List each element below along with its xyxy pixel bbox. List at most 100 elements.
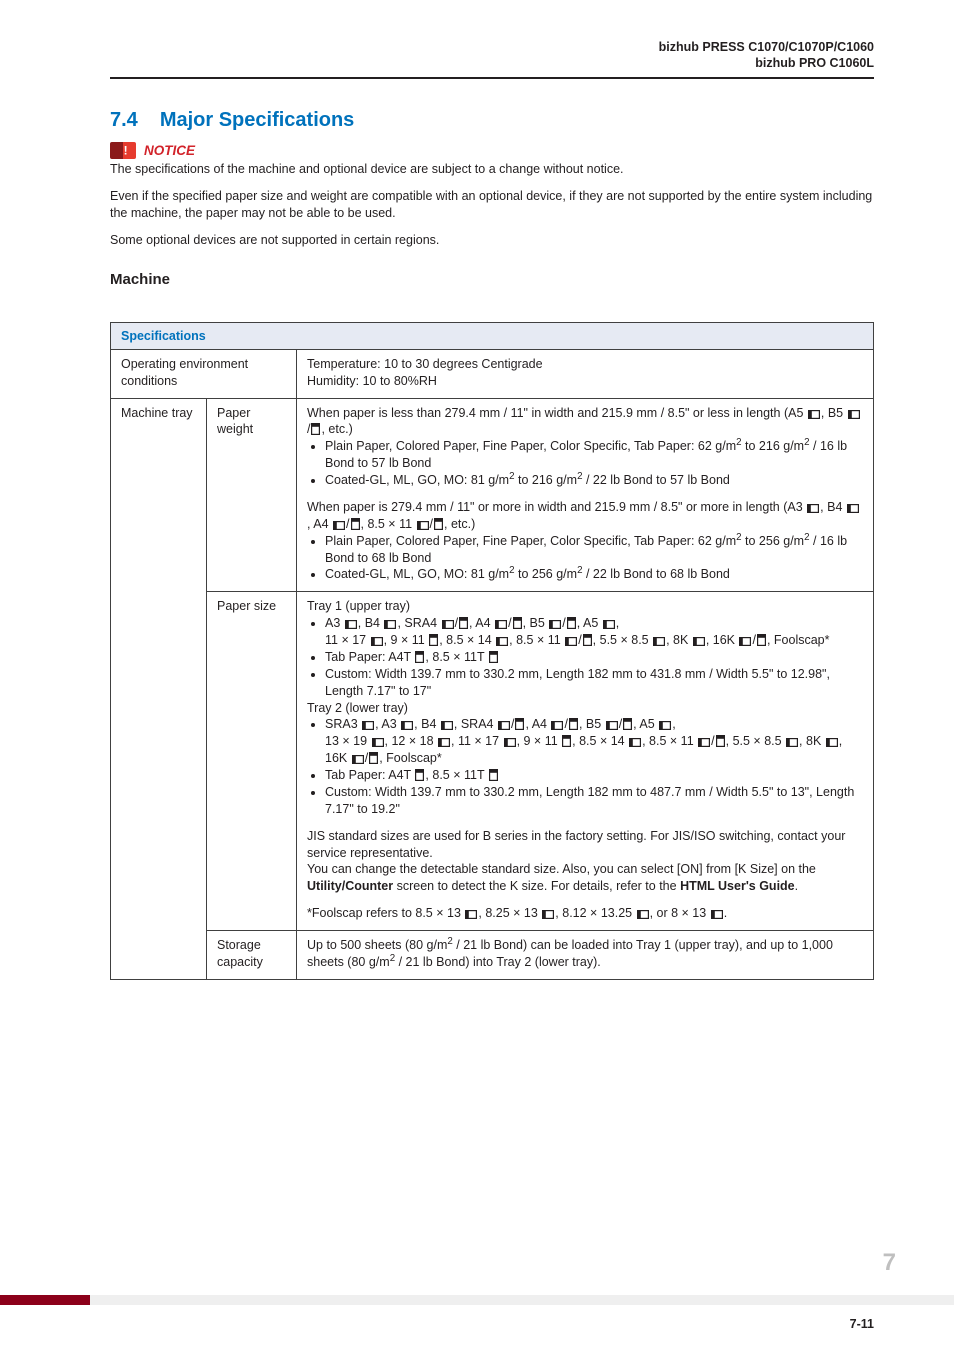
- landscape-icon: [372, 738, 384, 747]
- portrait-icon: [415, 651, 424, 663]
- portrait-icon: [489, 769, 498, 781]
- env-cond-value: Temperature: 10 to 30 degrees Centigrade…: [297, 349, 874, 398]
- list-item: Tab Paper: A4T , 8.5 × 11T: [325, 649, 863, 666]
- notice-para-3: Some optional devices are not supported …: [110, 232, 874, 249]
- portrait-icon: [515, 718, 524, 730]
- landscape-icon: [848, 410, 860, 419]
- storage-capacity-value: Up to 500 sheets (80 g/m2 / 21 lb Bond) …: [297, 931, 874, 980]
- pw-block-2: When paper is 279.4 mm / 11" or more in …: [307, 499, 863, 583]
- landscape-icon: [345, 620, 357, 629]
- landscape-icon: [384, 620, 396, 629]
- ps-foolscap: *Foolscap refers to 8.5 × 13 , 8.25 × 13…: [307, 905, 863, 922]
- section-number: 7.4: [110, 109, 138, 132]
- portrait-icon: [562, 735, 571, 747]
- landscape-icon: [606, 721, 618, 730]
- table-header: Specifications: [111, 322, 874, 349]
- landscape-icon: [565, 637, 577, 646]
- landscape-icon: [808, 410, 820, 419]
- footer-band-dark: [0, 1295, 90, 1305]
- section-title: Major Specifications: [160, 109, 355, 131]
- list-item: Plain Paper, Colored Paper, Fine Paper, …: [325, 533, 863, 567]
- landscape-icon: [698, 738, 710, 747]
- portrait-icon: [415, 769, 424, 781]
- subheading-machine: Machine: [110, 271, 874, 288]
- list-item: SRA3 , A3 , B4 , SRA4 /, A4 /, B5 /, A5 …: [325, 716, 863, 767]
- portrait-icon: [429, 634, 438, 646]
- landscape-icon: [441, 721, 453, 730]
- header-rule: [110, 77, 874, 79]
- footer-band: [0, 1295, 954, 1305]
- landscape-icon: [603, 620, 615, 629]
- landscape-icon: [637, 910, 649, 919]
- chapter-number: 7: [883, 1249, 896, 1277]
- env-temp: Temperature: 10 to 30 degrees Centigrade: [307, 357, 543, 371]
- paper-weight-label: Paper weight: [207, 398, 297, 592]
- notice-row: NOTICE: [110, 142, 874, 159]
- page-number: 7-11: [850, 1317, 874, 1331]
- landscape-icon: [465, 910, 477, 919]
- env-cond-label: Operating environment conditions: [111, 349, 297, 398]
- section-heading: 7.4 Major Specifications: [110, 109, 874, 132]
- table-row: Machine tray Paper weight When paper is …: [111, 398, 874, 592]
- portrait-icon: [459, 617, 468, 629]
- list-item: Plain Paper, Colored Paper, Fine Paper, …: [325, 438, 863, 472]
- landscape-icon: [496, 637, 508, 646]
- portrait-icon: [434, 518, 443, 530]
- landscape-icon: [498, 721, 510, 730]
- list-item: Coated-GL, ML, GO, MO: 81 g/m2 to 256 g/…: [325, 566, 863, 583]
- list-item: Custom: Width 139.7 mm to 330.2 mm, Leng…: [325, 666, 863, 700]
- landscape-icon: [551, 721, 563, 730]
- landscape-icon: [739, 637, 751, 646]
- notice-para-1: The specifications of the machine and op…: [110, 161, 874, 178]
- landscape-icon: [333, 521, 345, 530]
- table-row: Paper size Tray 1 (upper tray) A3 , B4 ,…: [111, 592, 874, 931]
- list-item: Custom: Width 139.7 mm to 330.2 mm, Leng…: [325, 784, 863, 818]
- header-line1: bizhub PRESS C1070/C1070P/C1060: [110, 40, 874, 56]
- storage-capacity-label: Storage capacity: [207, 931, 297, 980]
- list-item: A3 , B4 , SRA4 /, A4 /, B5 /, A5 , 11 × …: [325, 615, 863, 649]
- notice-para-2: Even if the specified paper size and wei…: [110, 188, 874, 222]
- landscape-icon: [352, 755, 364, 764]
- notice-label: NOTICE: [144, 143, 195, 158]
- portrait-icon: [716, 735, 725, 747]
- portrait-icon: [567, 617, 576, 629]
- landscape-icon: [401, 721, 413, 730]
- landscape-icon: [826, 738, 838, 747]
- landscape-icon: [549, 620, 561, 629]
- portrait-icon: [513, 617, 522, 629]
- landscape-icon: [438, 738, 450, 747]
- landscape-icon: [693, 637, 705, 646]
- portrait-icon: [351, 518, 360, 530]
- machine-tray-label: Machine tray: [111, 398, 207, 979]
- landscape-icon: [371, 637, 383, 646]
- portrait-icon: [583, 634, 592, 646]
- specifications-table: Specifications Operating environment con…: [110, 322, 874, 980]
- landscape-icon: [711, 910, 723, 919]
- landscape-icon: [417, 521, 429, 530]
- list-item: Tab Paper: A4T , 8.5 × 11T: [325, 767, 863, 784]
- doc-header: bizhub PRESS C1070/C1070P/C1060 bizhub P…: [110, 40, 874, 71]
- portrait-icon: [623, 718, 632, 730]
- portrait-icon: [311, 423, 320, 435]
- landscape-icon: [629, 738, 641, 747]
- portrait-icon: [757, 634, 766, 646]
- landscape-icon: [442, 620, 454, 629]
- landscape-icon: [653, 637, 665, 646]
- landscape-icon: [786, 738, 798, 747]
- portrait-icon: [569, 718, 578, 730]
- landscape-icon: [659, 721, 671, 730]
- env-humidity: Humidity: 10 to 80%RH: [307, 374, 437, 388]
- landscape-icon: [495, 620, 507, 629]
- paper-size-label: Paper size: [207, 592, 297, 931]
- ps-tray1: Tray 1 (upper tray) A3 , B4 , SRA4 /, A4…: [307, 598, 863, 817]
- table-row: Operating environment conditions Tempera…: [111, 349, 874, 398]
- landscape-icon: [807, 504, 819, 513]
- portrait-icon: [489, 651, 498, 663]
- notice-icon: [110, 142, 136, 159]
- paper-weight-value: When paper is less than 279.4 mm / 11" i…: [297, 398, 874, 592]
- header-line2: bizhub PRO C1060L: [110, 56, 874, 72]
- portrait-icon: [369, 752, 378, 764]
- page: bizhub PRESS C1070/C1070P/C1060 bizhub P…: [0, 0, 954, 1351]
- landscape-icon: [362, 721, 374, 730]
- tray2-head: Tray 2 (lower tray): [307, 701, 408, 715]
